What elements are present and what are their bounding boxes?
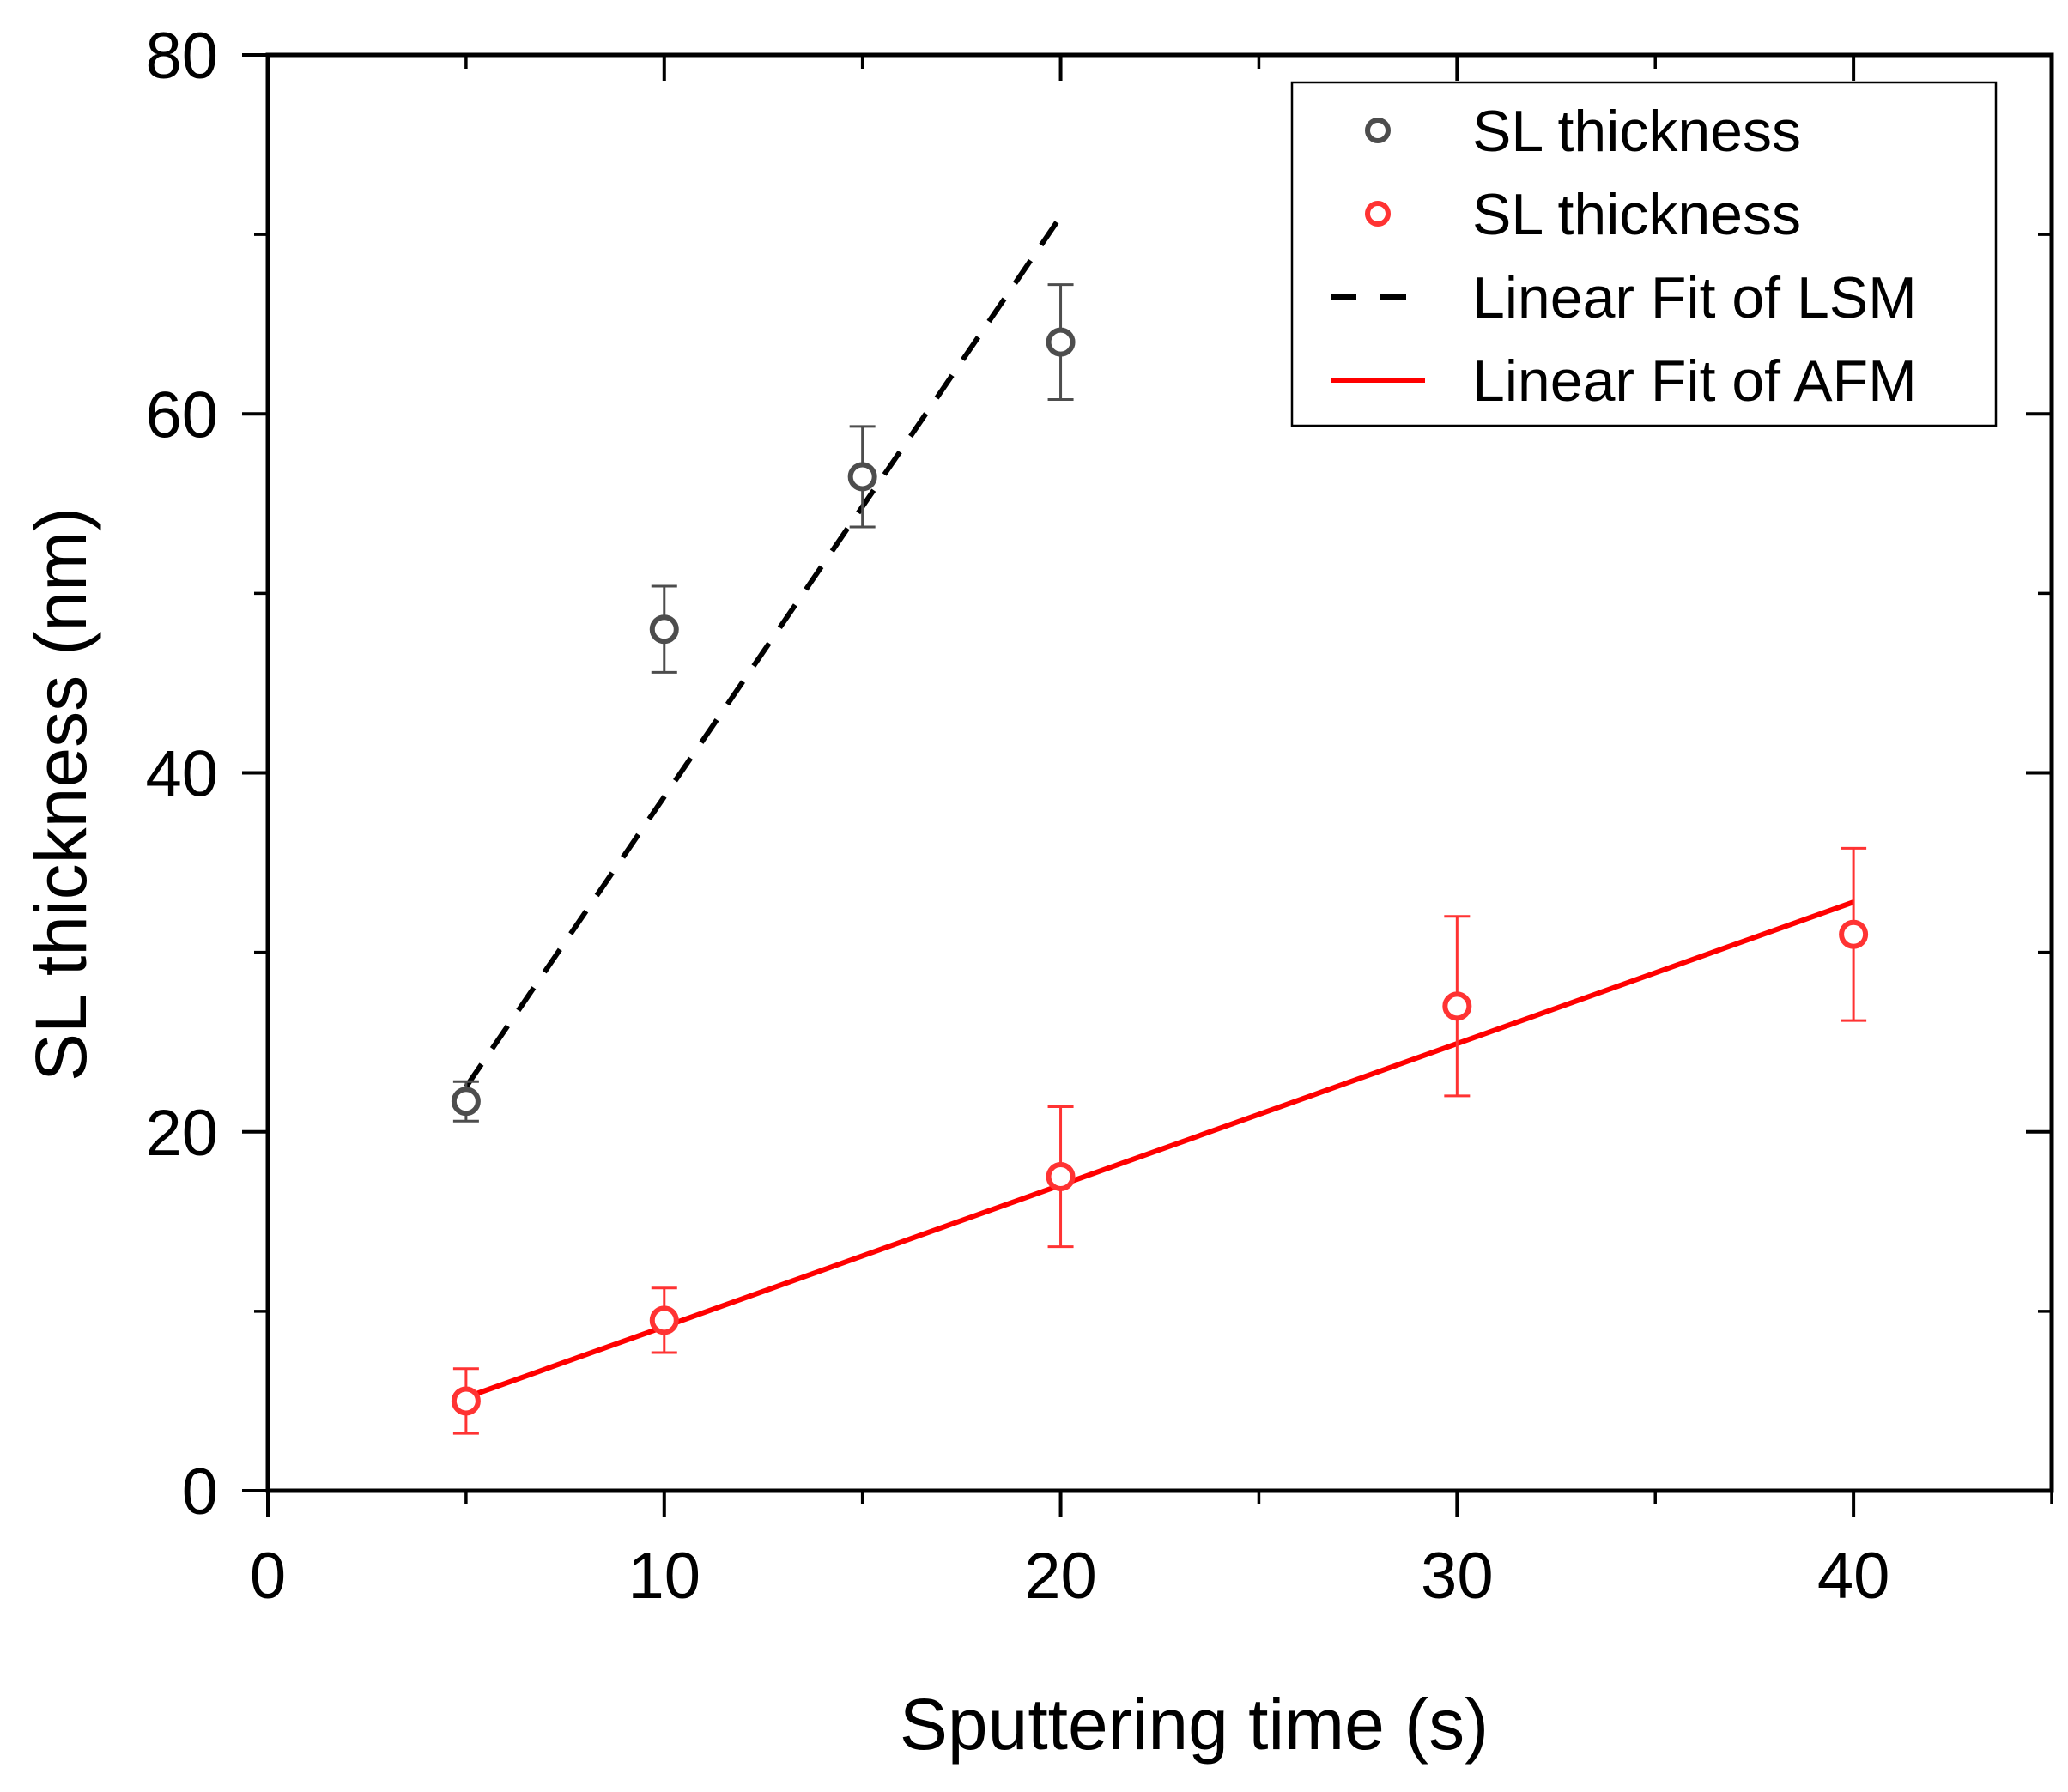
fit-line-lsm [464,215,1064,1089]
legend-marker [1365,118,1391,143]
data-point-lsm [847,462,877,492]
legend-box [1290,81,1998,427]
y-axis-title: SL thickness (nm) [21,507,101,1081]
x-tick-label: 40 [1817,1540,1890,1613]
data-point-afm [1046,1162,1076,1192]
y-tick-label: 60 [145,378,218,451]
fit-lines [464,215,1855,1401]
legend-label: Linear Fit of LSM [1472,265,1917,330]
data-point-afm [1442,991,1472,1021]
data-point-afm [649,1305,679,1335]
data-point-afm [1839,919,1869,949]
legend-label: SL thickness [1472,182,1801,247]
tick-labels: 0 10 20 30 40 0 20 40 60 80 [145,20,1889,1613]
legend-label: Linear Fit of AFM [1472,348,1917,414]
x-tick-label: 20 [1024,1540,1097,1613]
x-tick-label: 30 [1421,1540,1494,1613]
data-point-afm [451,1386,481,1416]
y-tick-label: 40 [145,738,218,811]
legend-label: SL thickness [1472,99,1801,164]
data-point-lsm [451,1087,481,1117]
plot-frame [265,52,2054,1493]
y-tick-label: 0 [182,1456,218,1529]
legend: SL thickness SL thickness Linear Fit of LS… [1290,81,1998,427]
x-tick-label: 10 [628,1540,701,1613]
data-points [451,283,1869,1435]
x-tick-label: 0 [250,1540,286,1613]
y-tick-label: 20 [145,1097,218,1170]
data-point-lsm [1046,327,1076,357]
fit-line-afm [464,899,1855,1401]
data-point-lsm [649,614,679,645]
legend-marker [1365,201,1391,227]
y-tick-label: 80 [145,20,218,93]
x-axis-title: Sputtering time (s) [900,1684,1489,1765]
